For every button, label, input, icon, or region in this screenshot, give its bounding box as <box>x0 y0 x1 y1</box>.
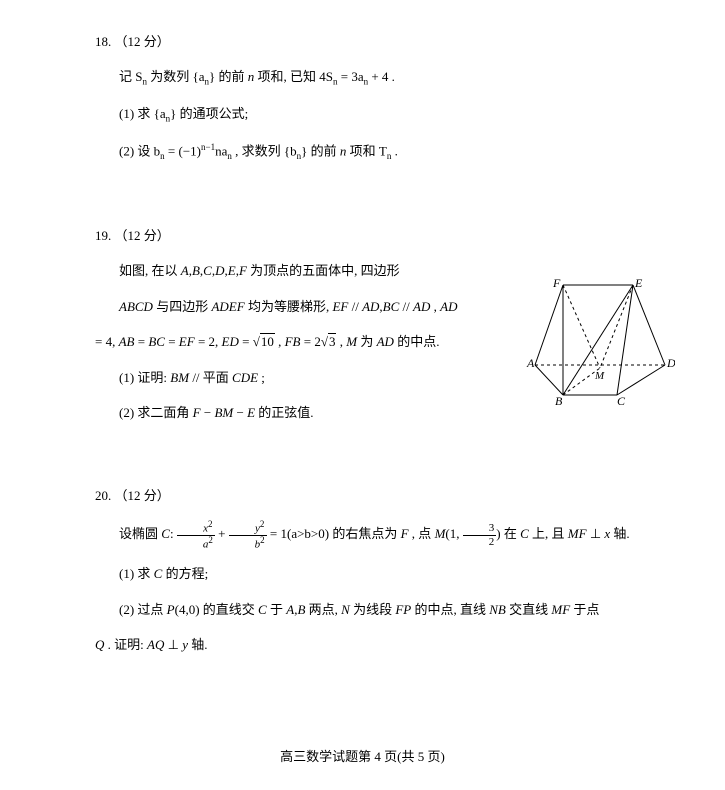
svg-text:E: E <box>634 276 643 290</box>
svg-text:B: B <box>555 394 563 405</box>
problem-number: 18. <box>95 34 111 49</box>
problem-20-part2-line1: (2) 过点 P(4,0) 的直线交 C 于 A,B 两点, N 为线段 FP … <box>95 598 630 621</box>
problem-19-line2: ABCD 与四边形 ADEF 均为等腰梯形, EF // AD,BC // AD… <box>95 295 475 318</box>
problem-19-header: 19. （12 分） <box>95 224 630 247</box>
svg-text:M: M <box>594 370 605 382</box>
problem-19-part1: (1) 证明: BM // 平面 CDE ; <box>95 366 475 389</box>
svg-text:F: F <box>552 276 561 290</box>
problem-20-part2-line2: Q . 证明: AQ ⊥ y 轴. <box>95 633 630 656</box>
problem-18: 18. （12 分） 记 Sn 为数列 {an} 的前 n 项和, 已知 4Sn… <box>95 30 630 164</box>
problem-18-part2: (2) 设 bn = (−1)n−1nan , 求数列 {bn} 的前 n 项和… <box>95 139 630 164</box>
svg-text:C: C <box>617 394 626 405</box>
problem-18-stem: 记 Sn 为数列 {an} 的前 n 项和, 已知 4Sn = 3an + 4 … <box>95 65 630 90</box>
problem-number: 20. <box>95 488 111 503</box>
problem-19-line3: = 4, AB = BC = EF = 2, ED = √10 , FB = 2… <box>95 330 475 353</box>
problem-19-part2: (2) 求二面角 F − BM − E 的正弦值. <box>95 401 475 424</box>
svg-text:A: A <box>526 356 535 370</box>
problem-20-part1: (1) 求 C 的方程; <box>95 562 630 585</box>
svg-text:D: D <box>666 356 675 370</box>
problem-20-stem: 设椭圆 C: x2a2 + y2b2 = 1(a>b>0) 的右焦点为 F , … <box>95 520 630 551</box>
problem-18-header: 18. （12 分） <box>95 30 630 53</box>
problem-19-line1: 如图, 在以 A,B,C,D,E,F 为顶点的五面体中, 四边形 <box>95 259 475 282</box>
problem-20-header: 20. （12 分） <box>95 484 630 507</box>
problem-19-figure: A B C D E F M <box>525 275 675 405</box>
problem-points: （12 分） <box>115 228 170 243</box>
problem-18-part1: (1) 求 {an} 的通项公式; <box>95 102 630 127</box>
problem-number: 19. <box>95 228 111 243</box>
pentahedron-diagram: A B C D E F M <box>525 275 675 405</box>
problem-points: （12 分） <box>115 34 170 49</box>
problem-points: （12 分） <box>115 488 170 503</box>
problem-20: 20. （12 分） 设椭圆 C: x2a2 + y2b2 = 1(a>b>0)… <box>95 484 630 656</box>
page-footer: 高三数学试题第 4 页(共 5 页) <box>0 746 725 765</box>
